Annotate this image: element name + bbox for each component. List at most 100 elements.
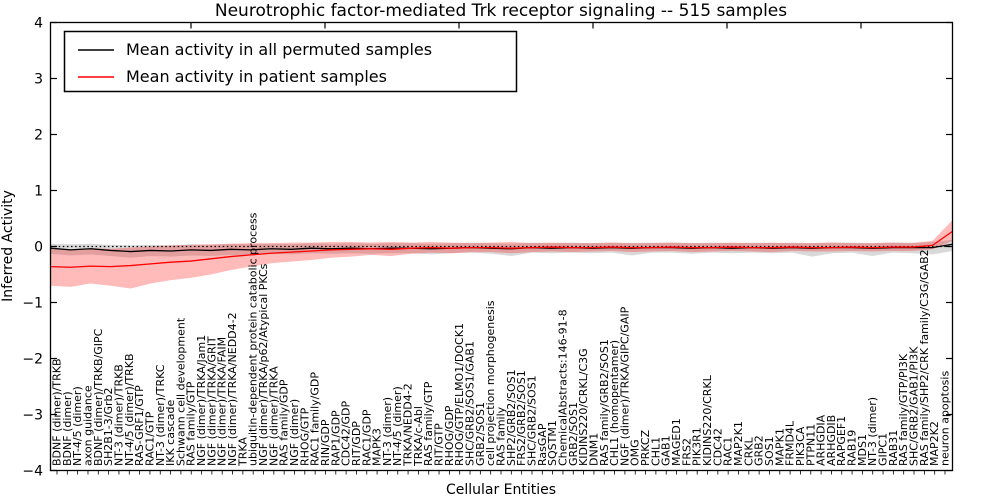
x-category-label: GRB2/SOS1 bbox=[474, 402, 487, 466]
x-category-label: IKK cascade bbox=[164, 400, 177, 466]
legend-label-patient: Mean activity in patient samples bbox=[126, 67, 387, 86]
x-category-label: MDS1 bbox=[856, 434, 869, 466]
x-category-label: PIK3CA bbox=[794, 426, 807, 466]
x-category-label: CDC42/GDP bbox=[340, 400, 353, 466]
x-category-label: BDNF (dimer)/TRKB bbox=[51, 358, 64, 466]
y-tick-label: −1 bbox=[22, 296, 43, 312]
y-axis-label: Inferred Activity bbox=[0, 190, 16, 302]
x-category-label: NGF (dimer)/TRKA/Jam1 bbox=[195, 335, 208, 466]
x-category-label: RAS family bbox=[495, 406, 508, 466]
x-category-label: NT-4/5 (dimer)/TRKB bbox=[123, 353, 136, 466]
x-category-label: RAPGEF1 bbox=[835, 416, 848, 466]
x-category-label: RAS family/GRB2/SOS1 bbox=[598, 339, 611, 466]
x-category-label: RAS family/GDP bbox=[278, 379, 291, 466]
x-category-label: NT-3 (dimer)/TRKB bbox=[112, 364, 125, 466]
y-tick-label: 1 bbox=[34, 184, 43, 200]
y-tick-label: 3 bbox=[34, 72, 43, 88]
x-category-label: RAS family/GTP/PI3K bbox=[897, 353, 910, 466]
x-category-label: RAS family/SHP2/CRK family/C3G/GAB2 bbox=[918, 249, 931, 466]
x-category-label: NT-3 (dimer) bbox=[866, 397, 879, 466]
x-category-label: KIDINS220/CRKL bbox=[701, 374, 714, 466]
x-category-label: RAC1 family/GDP bbox=[309, 372, 322, 466]
x-category-label: TRKA/c-Abl bbox=[412, 406, 425, 467]
legend: Mean activity in all permuted samples Me… bbox=[63, 30, 518, 93]
y-tick-label: −4 bbox=[22, 464, 43, 480]
x-category-label: ChemicalAbstracts:146-91-8 bbox=[556, 309, 569, 466]
x-category-label: DNM1 bbox=[587, 433, 600, 466]
x-category-label: PRKCZ bbox=[639, 429, 652, 466]
y-tick-label: 0 bbox=[34, 240, 43, 256]
x-category-label: ARHGDIA bbox=[815, 414, 828, 466]
x-category-label: NT-3 (dimer) bbox=[381, 397, 394, 466]
axes-frame bbox=[49, 21, 954, 472]
x-category-label: SOS1 bbox=[763, 436, 776, 466]
x-category-label: NT-3 (dimer)/TRKC bbox=[154, 364, 167, 466]
x-category-label: SHC/GRB2/SOS1/GAB1 bbox=[464, 341, 477, 466]
x-category-label: NGF (dimer)/TRKA/FAIM bbox=[216, 337, 229, 466]
x-category-label: ubiquitin-dependent protein catabolic pr… bbox=[247, 212, 260, 466]
x-category-label: RAC1/GDP bbox=[360, 409, 373, 466]
x-category-label: RHOG/GTP bbox=[298, 407, 311, 466]
x-axis-label: Cellular Entities bbox=[446, 482, 556, 498]
x-category-label: GRB2/SOS1 bbox=[567, 402, 580, 466]
patient-mean-line bbox=[50, 230, 953, 268]
x-category-label: PIK3R1 bbox=[691, 427, 704, 466]
x-category-label: NGF (dimer)/TRKA/GRIT bbox=[205, 336, 218, 466]
x-category-label: CRKL bbox=[742, 436, 755, 466]
x-category-label: NGF (dimer)/TRKA/NEDD4-2 bbox=[226, 312, 239, 466]
x-category-label: CDC42 bbox=[711, 428, 724, 466]
x-category-label: RAS family/GTP bbox=[422, 381, 435, 466]
x-category-label: NGF (dimer)/TRKA/p62/Atypical PKCs bbox=[257, 263, 270, 466]
y-tick-label: 4 bbox=[34, 16, 43, 32]
y-tick-label: 2 bbox=[34, 128, 43, 144]
mean-lines bbox=[50, 230, 953, 268]
x-category-label: PTPN11 bbox=[804, 424, 817, 466]
legend-box bbox=[63, 30, 518, 93]
x-category-label: GAB1 bbox=[660, 435, 673, 466]
x-category-label: NGF (dimer)/TRKA bbox=[267, 366, 280, 466]
x-category-label: NT-4/5 (dimer) bbox=[391, 386, 404, 466]
x-category-label: RAC1/GTP bbox=[143, 411, 156, 466]
x-category-label: NGF (dimer) bbox=[288, 399, 301, 466]
x-category-label: RIT/GDP bbox=[350, 421, 363, 466]
x-category-label: SQSTM1 bbox=[546, 420, 559, 466]
x-category-label: MAPK1 bbox=[773, 428, 786, 466]
y-tick-label: −3 bbox=[22, 408, 43, 424]
patient-std-band bbox=[50, 220, 953, 289]
x-category-label: SHP2/GRB2/SOS1 bbox=[505, 369, 518, 466]
x-category-label: SH2B1-3/Grb2 bbox=[102, 388, 115, 467]
x-category-label: MAPK3 bbox=[371, 428, 384, 466]
x-category-label: RHOG/GDP bbox=[443, 405, 456, 466]
x-category-label: neuron apoptosis bbox=[939, 371, 952, 466]
x-category-label: RAB19 bbox=[846, 430, 859, 466]
x-category-label: RAS-GRF1/GTP bbox=[133, 385, 146, 466]
x-category-label: cell projection morphogenesis bbox=[484, 300, 497, 466]
x-category-label: MAP2K2 bbox=[928, 421, 941, 466]
x-category-label: CHL1 (homopentamer) bbox=[608, 340, 621, 466]
x-category-label: RIN/GDP bbox=[319, 419, 332, 466]
x-category-label: RasGAP bbox=[536, 423, 549, 466]
x-category-label: SHC/GRB2/GAB1/PI3K bbox=[908, 346, 921, 466]
chart-title: Neurotrophic factor-mediated Trk recepto… bbox=[215, 1, 787, 21]
x-category-label: NGF (dimer)/TRKA/GIPC/GAIP bbox=[618, 306, 631, 466]
x-category-label: TRKA/NEDD4-2 bbox=[402, 383, 415, 467]
x-category-label: GIPC1 bbox=[877, 433, 890, 466]
x-category-label: NT-4/5 (dimer) bbox=[71, 386, 84, 466]
x-category-label: Schwann cell development bbox=[174, 317, 187, 466]
x-category-label: axon guidance bbox=[81, 385, 94, 466]
x-category-label: GRB2 bbox=[753, 435, 766, 466]
x-category-label: RIT/GTP bbox=[433, 423, 446, 466]
x-category-label: TRKA bbox=[236, 437, 249, 467]
x-category-label: BDNF (dimer)/TRKB/GIPC bbox=[92, 328, 105, 466]
x-category-label: MAGED1 bbox=[670, 418, 683, 466]
x-category-label: RHOG/GTP/ELMO1/DOCK1 bbox=[453, 323, 466, 466]
y-tick-label: −2 bbox=[22, 352, 43, 368]
x-category-label: OMG bbox=[629, 439, 642, 466]
x-category-label: ARHGDIB bbox=[825, 415, 838, 466]
x-category-label: SHC/GRB2/SOS1 bbox=[525, 375, 538, 466]
y-tick-labels: 4 3 2 1 0 −1 −2 −3 −4 bbox=[22, 16, 43, 480]
x-category-label: RAC1 bbox=[722, 437, 735, 466]
